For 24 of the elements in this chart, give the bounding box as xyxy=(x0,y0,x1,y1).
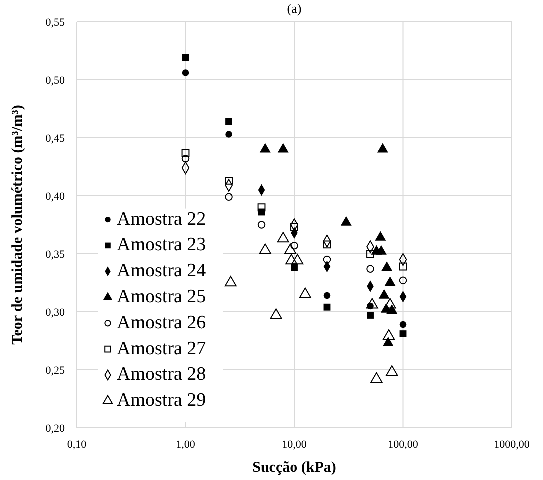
y-axis-title: Teor de umidade volumétrico (m³/m³) xyxy=(10,105,26,345)
y-tick-label: 0,35 xyxy=(46,249,66,261)
y-tick-label: 0,55 xyxy=(46,17,66,29)
legend-label: Amostra 24 xyxy=(117,260,207,282)
y-tick-label: 0,45 xyxy=(46,133,66,145)
x-tick-label: 1000,00 xyxy=(494,439,530,451)
x-tick-label: 0,10 xyxy=(67,439,88,451)
y-tick-label: 0,20 xyxy=(46,423,66,435)
chart-title: (a) xyxy=(287,1,302,16)
x-tick-label: 10,00 xyxy=(282,439,308,451)
legend-label: Amostra 26 xyxy=(117,312,206,334)
legend-label: Amostra 22 xyxy=(117,208,206,230)
legend-label: Amostra 23 xyxy=(117,234,206,256)
y-tick-label: 0,40 xyxy=(46,191,66,203)
x-tick-label: 100,00 xyxy=(388,439,419,451)
legend-label: Amostra 27 xyxy=(117,338,206,360)
x-axis-title: Sucção (kPa) xyxy=(252,460,336,476)
y-tick-label: 0,30 xyxy=(46,307,66,319)
legend-label: Amostra 28 xyxy=(117,364,206,386)
legend-label: Amostra 25 xyxy=(117,286,206,308)
x-tick-label: 1,00 xyxy=(176,439,196,451)
y-tick-label: 0,50 xyxy=(46,75,66,87)
legend-label: Amostra 29 xyxy=(117,390,206,412)
y-tick-label: 0,25 xyxy=(46,365,66,377)
